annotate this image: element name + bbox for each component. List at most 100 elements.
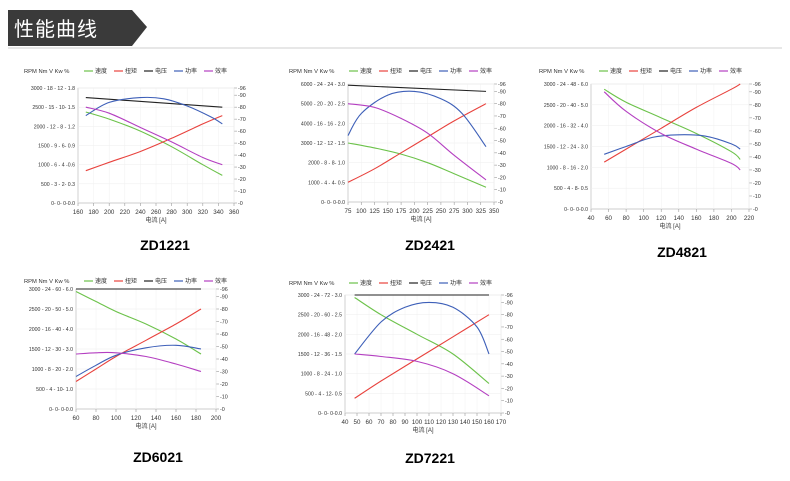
x-tick-label: 140 [674, 215, 685, 222]
right-tick-label: -30 [753, 168, 761, 174]
legend-label-speed: 速度 [360, 279, 372, 287]
legend-label-torque: 扭矩 [390, 67, 402, 75]
left-tick-label: 0- 0- 0-0.0 [321, 200, 345, 206]
left-tick-label: 500 - 4 - 12- 0.5 [305, 391, 342, 397]
legend-label-speed: 速度 [95, 67, 107, 75]
right-tick-label: -20 [505, 386, 513, 392]
model-label-zd4821: ZD4821 [657, 244, 707, 260]
left-tick-label: 2000 - 12 - 8 - 1.2 [34, 124, 75, 130]
series-line-voltage [85, 97, 223, 108]
right-tick-label: -70 [220, 320, 228, 326]
right-tick-label: -40 [753, 155, 761, 161]
series-line-speed [75, 291, 202, 355]
left-tick-label: 2000 - 16 - 32 - 4.0 [544, 124, 588, 130]
page-banner [8, 10, 782, 49]
x-tick-label: 180 [88, 209, 99, 216]
right-tick-label: -0 [505, 411, 510, 417]
x-axis-label: 电流 [A] [135, 422, 156, 430]
x-tick-label: 130 [448, 419, 459, 426]
legend-label-speed: 速度 [360, 67, 372, 75]
chart-zd6021: RPM Nm V Kw % 速度 扭矩 电压 功率 效率 0- 0- 0-0.0 500 - … [24, 277, 228, 430]
series-line-efficiency [75, 351, 202, 373]
model-label-zd6021: ZD6021 [133, 449, 183, 465]
legend-label-efficiency: 效率 [215, 67, 227, 75]
x-tick-label: 150 [383, 208, 394, 215]
series-line-power [604, 134, 741, 155]
series-line-efficiency [347, 103, 487, 181]
x-tick-label: 160 [73, 209, 84, 216]
x-tick-label: 170 [496, 419, 507, 426]
x-tick-label: 175 [396, 208, 407, 215]
right-tick-label: -40 [238, 153, 246, 159]
legend-units: RPM Nm V Kw % [24, 69, 69, 75]
legend-label-power: 功率 [185, 277, 197, 285]
right-tick-label: -90 [498, 89, 506, 95]
x-tick-label: 70 [378, 419, 385, 426]
x-tick-label: 40 [588, 215, 595, 222]
right-tick-label: -10 [238, 189, 246, 195]
x-tick-label: 160 [484, 419, 495, 426]
right-tick-label: -10 [220, 395, 228, 401]
right-tick-label: -96 [238, 86, 246, 92]
x-tick-label: 325 [476, 208, 487, 215]
x-tick-label: 90 [402, 419, 409, 426]
left-tick-label: 1500 - 12 - 36 - 1.5 [298, 352, 342, 358]
chart-zd1221: RPM Nm V Kw % 速度 扭矩 电压 功率 效率 0- 0- 0-0.0 500 - … [24, 67, 246, 224]
x-tick-label: 120 [656, 215, 667, 222]
legend-label-power: 功率 [450, 279, 462, 287]
left-tick-label: 500 - 4 - 10- 1.0 [36, 387, 73, 393]
legend-label-efficiency: 效率 [730, 67, 742, 75]
series-line-torque [603, 83, 741, 163]
left-tick-label: 1000 - 4 - 4- 0.5 [308, 180, 345, 186]
legend-label-torque: 扭矩 [125, 67, 137, 75]
right-tick-label: -70 [238, 117, 246, 123]
x-tick-label: 240 [135, 209, 146, 216]
page-title: 性能曲线 [14, 17, 98, 41]
right-tick-label: -50 [505, 350, 513, 356]
right-tick-label: -90 [753, 90, 761, 96]
x-tick-label: 80 [390, 419, 397, 426]
right-tick-label: -30 [498, 163, 506, 169]
x-tick-label: 200 [211, 415, 222, 422]
right-tick-label: -20 [498, 175, 506, 181]
left-tick-label: 2500 - 20 - 60 - 2.5 [298, 313, 342, 319]
legend-label-speed: 速度 [610, 67, 622, 75]
x-tick-label: 250 [436, 208, 447, 215]
legend-units: RPM Nm V Kw % [24, 279, 69, 285]
x-tick-label: 40 [342, 419, 349, 426]
right-tick-label: -80 [238, 105, 246, 111]
legend-label-power: 功率 [185, 67, 197, 75]
left-tick-label: 500 - 3 - 2- 0.3 [41, 182, 75, 188]
x-tick-label: 100 [356, 208, 367, 215]
right-tick-label: -80 [498, 102, 506, 108]
right-tick-label: -60 [238, 129, 246, 135]
left-tick-label: 2000 - 16 - 40 - 4.0 [29, 327, 73, 333]
right-tick-label: -70 [505, 325, 513, 331]
legend-label-speed: 速度 [95, 277, 107, 285]
series-line-torque [85, 115, 223, 172]
series-line-power [75, 344, 202, 377]
chart-zd7221: RPM Nm V Kw % 速度 扭矩 电压 功率 效率 0- 0- 0-0.0 500 - … [289, 279, 513, 434]
x-axis-label: 电流 [A] [412, 426, 433, 434]
legend-label-power: 功率 [450, 67, 462, 75]
series-line-torque [75, 308, 202, 382]
x-tick-label: 80 [93, 415, 100, 422]
series-line-torque [354, 314, 490, 399]
x-tick-label: 220 [744, 215, 755, 222]
left-tick-label: 1500 - 12 - 30 - 3.0 [29, 347, 73, 353]
right-tick-label: -0 [498, 200, 503, 206]
x-tick-label: 150 [472, 419, 483, 426]
left-tick-label: 3000 - 24 - 60 - 6.0 [29, 287, 73, 293]
right-tick-label: -0 [220, 407, 225, 413]
x-axis-label: 电流 [A] [410, 215, 431, 223]
legend-label-efficiency: 效率 [480, 279, 492, 287]
legend-label-voltage: 电压 [155, 277, 167, 285]
x-tick-label: 60 [605, 215, 612, 222]
right-tick-label: -60 [753, 129, 761, 135]
right-tick-label: -40 [220, 357, 228, 363]
left-tick-label: 1000 - 6 - 4 -0.6 [38, 163, 75, 169]
left-tick-label: 6000 - 24 - 24 - 3.0 [301, 82, 345, 88]
left-tick-label: 2000 - 8 - 8- 1.0 [308, 161, 345, 167]
left-tick-label: 3000 - 24 - 72 - 3.0 [298, 293, 342, 299]
series-line-power [347, 90, 487, 148]
